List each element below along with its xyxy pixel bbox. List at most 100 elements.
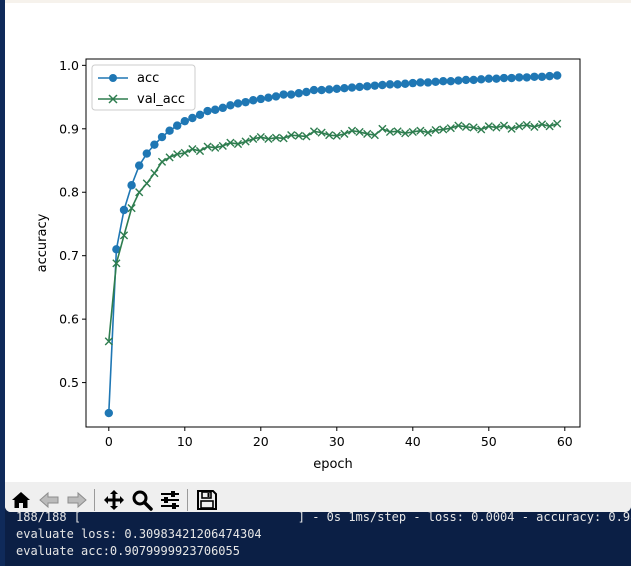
acc-point: [332, 84, 341, 94]
acc-point: [104, 408, 114, 418]
window-top-strip: [5, 0, 631, 3]
x-tick-label: 20: [253, 434, 269, 449]
zoom-icon: [132, 490, 153, 511]
acc-point: [446, 77, 455, 86]
val-acc-point: [477, 125, 486, 134]
console-line-loss: evaluate loss: 0.30983421206474304: [16, 527, 262, 541]
pan-button[interactable]: [102, 488, 126, 512]
val-acc-point: [119, 231, 129, 240]
acc-point: [233, 99, 243, 108]
x-tick-label: 40: [405, 434, 421, 449]
legend-acc-label: acc: [137, 71, 159, 86]
val-acc-point: [180, 148, 189, 157]
acc-point: [499, 73, 509, 83]
val-acc-point: [271, 133, 281, 142]
legend-acc-marker: [109, 74, 117, 82]
toolbar-separator: [94, 489, 95, 511]
val-acc-point: [195, 146, 205, 156]
val-acc-point: [522, 120, 531, 130]
acc-point: [393, 80, 402, 89]
acc-point: [249, 96, 258, 105]
acc-point: [340, 83, 349, 93]
acc-point: [454, 76, 463, 85]
forward-button[interactable]: [65, 488, 89, 512]
back-arrow-icon: [39, 491, 59, 509]
val-acc-point: [325, 131, 334, 140]
acc-point: [484, 74, 493, 83]
acc-point: [431, 77, 440, 87]
val-acc-point: [393, 127, 402, 136]
val-acc-point: [127, 204, 136, 213]
val-acc-point: [218, 141, 227, 151]
acc-point: [287, 90, 296, 99]
y-axis-label: accuracy: [35, 213, 50, 272]
home-button[interactable]: [9, 488, 33, 512]
series-layer: [104, 71, 562, 418]
back-button[interactable]: [37, 488, 61, 512]
val-acc-point: [492, 123, 501, 132]
acc-point: [119, 205, 129, 215]
y-tick-label: 0.6: [59, 312, 79, 327]
val-acc-point: [545, 122, 554, 131]
acc-point: [150, 140, 159, 149]
val-acc-point: [142, 179, 151, 188]
acc-point: [211, 105, 220, 114]
val-acc-point: [553, 119, 562, 128]
acc-point: [226, 101, 235, 110]
figure-canvas: 0 10 20 30 40 50 60 0.5 0.6 0.7 0.8 0.9 1.0 epoch a…: [35, 58, 581, 472]
val-acc-point: [461, 122, 471, 131]
acc-point: [317, 85, 326, 95]
val-acc-point: [363, 129, 372, 138]
acc-point: [537, 72, 547, 81]
acc-point: [218, 103, 227, 113]
y-axis-ticks: 0.5 0.6 0.7 0.8 0.9 1.0: [59, 58, 86, 390]
acc-point: [522, 73, 531, 82]
val-acc-point: [439, 125, 448, 134]
forward-arrow-icon: [67, 491, 87, 509]
acc-point: [112, 245, 121, 254]
acc-point: [188, 113, 197, 123]
acc-point: [545, 71, 554, 81]
acc-point: [271, 92, 281, 101]
acc-point: [180, 116, 189, 126]
acc-point: [515, 73, 524, 82]
val-acc-point: [378, 124, 387, 133]
configure-subplots-button[interactable]: [158, 488, 182, 512]
x-tick-label: 60: [557, 434, 573, 449]
x-tick-label: 0: [105, 434, 113, 449]
acc-point: [241, 97, 250, 107]
val-acc-point: [241, 137, 250, 146]
zoom-button[interactable]: [130, 488, 154, 512]
val-acc-point: [530, 122, 539, 131]
val-acc-point: [515, 122, 524, 131]
val-acc-point: [173, 150, 182, 159]
val-acc-point: [317, 128, 326, 137]
acc-point: [461, 75, 471, 85]
acc-point: [416, 78, 425, 87]
acc-point: [423, 78, 433, 87]
toolbar-separator: [187, 489, 188, 511]
acc-point: [157, 132, 167, 142]
x-axis-label: epoch: [313, 457, 353, 472]
val-acc-point: [279, 134, 288, 143]
acc-point: [302, 87, 311, 97]
val-acc-point: [294, 131, 303, 140]
val-acc-point: [355, 127, 364, 137]
console-progress-line: 188/188 [ ] - 0s 1ms/step - loss: 0.0004…: [16, 510, 631, 524]
x-tick-label: 50: [481, 434, 497, 449]
val-acc-point: [211, 143, 220, 152]
acc-point: [173, 121, 182, 130]
acc-point: [142, 149, 151, 158]
home-icon: [12, 492, 30, 508]
save-button[interactable]: [195, 488, 219, 512]
val-acc-point: [431, 125, 440, 135]
val-acc-point: [135, 188, 144, 197]
val-acc-point: [104, 337, 113, 346]
val-acc-point: [165, 153, 174, 162]
val-acc-point: [264, 134, 273, 144]
acc-point: [165, 126, 174, 135]
x-tick-label: 30: [329, 434, 345, 449]
axes-frame: [85, 58, 581, 428]
acc-point: [279, 90, 288, 99]
legend-val-acc-label: val_acc: [137, 92, 185, 107]
